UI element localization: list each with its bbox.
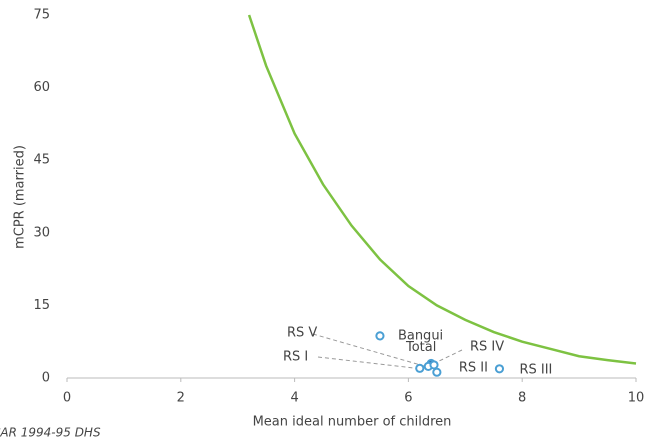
y-tick-label: 45 xyxy=(33,153,50,168)
data-point xyxy=(375,331,385,341)
x-tick-label: 0 xyxy=(63,391,71,406)
data-point xyxy=(432,367,442,377)
data-point xyxy=(429,360,439,370)
point-label: Total xyxy=(405,340,436,355)
data-point xyxy=(415,363,425,373)
leader-line xyxy=(312,333,426,367)
y-axis-label: mCPR (married) xyxy=(13,145,28,249)
x-tick-label: 6 xyxy=(404,391,412,406)
curve xyxy=(247,14,637,365)
leader-line xyxy=(317,356,417,369)
point-label: RS I xyxy=(283,350,308,365)
data-point xyxy=(494,364,505,374)
x-tick-label: 2 xyxy=(177,391,185,406)
point-label: RS III xyxy=(519,362,552,377)
y-tick-label: 60 xyxy=(33,80,50,95)
point-label: RS V xyxy=(287,326,317,341)
source-note: CAR 1994-95 DHS xyxy=(0,426,101,440)
x-tick-label: 8 xyxy=(518,391,526,406)
x-tick-label: 10 xyxy=(628,391,645,406)
x-axis-label: Mean ideal number of children xyxy=(253,415,452,430)
y-tick-label: 75 xyxy=(33,8,50,23)
point-label: RS II xyxy=(459,361,488,376)
y-tick-label: 30 xyxy=(33,225,50,240)
y-tick-label: 15 xyxy=(33,298,50,313)
y-tick-label: 0 xyxy=(42,371,50,386)
x-tick-label: 4 xyxy=(290,391,298,406)
point-label: RS IV xyxy=(470,340,504,355)
point-label: Bangui xyxy=(398,328,443,343)
